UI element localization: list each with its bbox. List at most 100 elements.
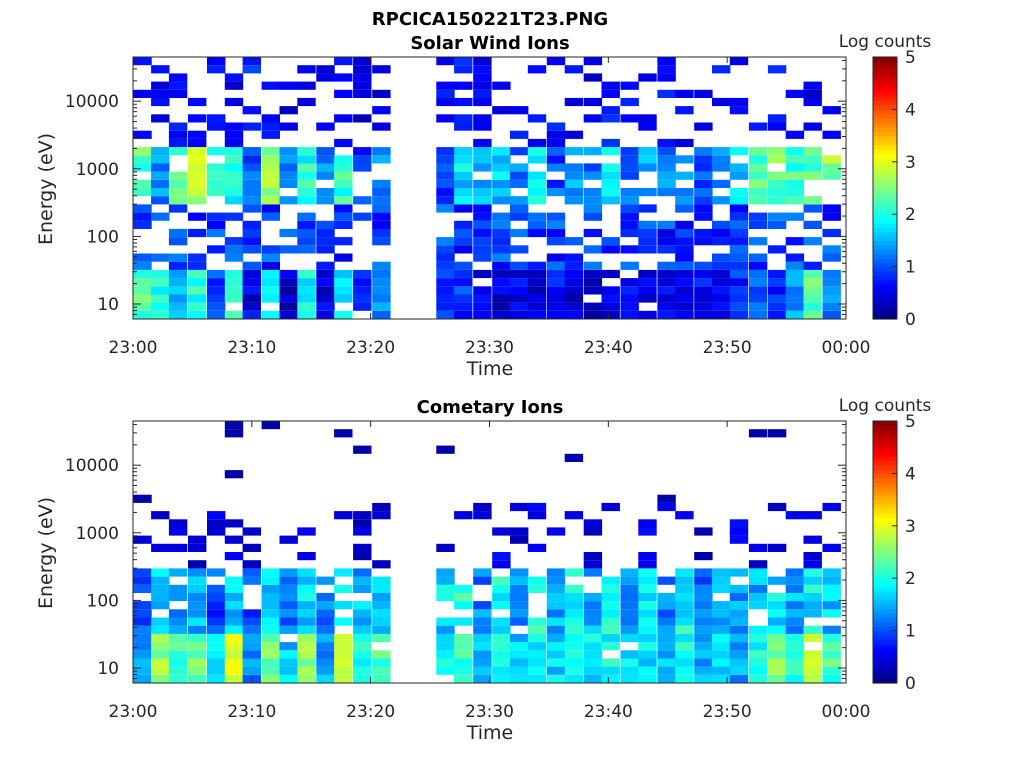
colorbar-segment <box>873 595 897 601</box>
heatmap-cell <box>638 122 657 131</box>
heatmap-cell <box>316 220 335 229</box>
heatmap-column <box>822 502 841 683</box>
heatmap-cell <box>822 502 841 512</box>
heatmap-cell <box>473 228 492 238</box>
heatmap-cell <box>436 310 455 319</box>
heatmap-cell <box>207 294 226 303</box>
heatmap-cell <box>473 155 492 164</box>
heatmap-column <box>334 429 353 683</box>
heatmap-cell <box>601 179 620 188</box>
heatmap-cell <box>510 106 529 115</box>
heatmap-cell <box>372 576 391 585</box>
heatmap-cell <box>279 650 298 659</box>
heatmap-cell <box>822 584 841 593</box>
colorbar-segment <box>873 613 897 619</box>
heatmap-cell <box>261 81 280 90</box>
heatmap-cell <box>297 65 316 74</box>
heatmap-cell <box>510 228 529 238</box>
heatmap-cell <box>261 253 280 262</box>
heatmap-cell <box>729 188 749 197</box>
heatmap-cell <box>261 642 280 651</box>
heatmap-cell <box>168 310 188 319</box>
heatmap-cell <box>546 650 566 659</box>
y-tick-label: 10 <box>97 659 119 679</box>
x-tick-label: 00:00 <box>822 338 871 358</box>
heatmap-cell <box>279 228 298 238</box>
heatmap-cell <box>694 163 713 172</box>
heatmap-cell <box>601 147 620 156</box>
heatmap-cell <box>316 576 335 585</box>
heatmap-cell <box>334 601 353 610</box>
heatmap-cell <box>297 237 316 246</box>
heatmap-cell <box>436 204 455 213</box>
colorbar-segment <box>873 166 897 172</box>
heatmap-cell <box>767 278 787 287</box>
heatmap-cell <box>454 237 473 246</box>
heatmap-cell <box>729 245 749 254</box>
heatmap-cell <box>546 163 566 172</box>
heatmap-cell <box>638 609 657 618</box>
heatmap-cell <box>675 666 694 675</box>
heatmap-cell <box>168 269 188 279</box>
heatmap-cell <box>133 155 152 164</box>
heatmap-cell <box>785 188 805 197</box>
heatmap-cell <box>510 658 529 667</box>
heatmap-cell <box>712 237 731 246</box>
heatmap-cell <box>546 237 566 246</box>
heatmap-cell <box>546 527 566 536</box>
heatmap-cell <box>767 625 787 634</box>
heatmap-cell <box>767 65 787 74</box>
heatmap-cell <box>822 592 841 602</box>
heatmap-cell <box>803 576 822 585</box>
heatmap-cell <box>803 666 822 675</box>
heatmap-cell <box>151 155 170 164</box>
heatmap-cell <box>473 122 492 131</box>
x-axis-label: Time <box>466 358 514 380</box>
heatmap-cell <box>168 188 188 197</box>
heatmap-cell <box>583 212 603 221</box>
heatmap-cell <box>694 286 713 295</box>
heatmap-cell <box>224 576 244 585</box>
heatmap-cell <box>242 245 261 254</box>
heatmap-cell <box>657 278 676 287</box>
heatmap-cell <box>473 502 492 512</box>
heatmap-cell <box>748 253 768 262</box>
heatmap-cell <box>279 163 298 172</box>
heatmap-cell <box>712 278 731 287</box>
heatmap-cell <box>297 650 316 659</box>
heatmap-cell <box>454 220 473 229</box>
colorbar-segment <box>873 451 897 457</box>
heatmap-cell <box>638 568 657 577</box>
heatmap-cell <box>546 302 566 311</box>
heatmap-cell <box>564 658 584 667</box>
heatmap-cell <box>785 511 805 520</box>
heatmap-cell <box>334 237 353 246</box>
heatmap-cell <box>261 584 280 593</box>
heatmap-column <box>822 106 841 319</box>
heatmap-cell <box>510 642 529 651</box>
heatmap-cell <box>297 633 316 643</box>
heatmap-cell <box>675 584 694 593</box>
heatmap-cell <box>803 633 822 643</box>
heatmap-cell <box>620 584 639 593</box>
heatmap-cell <box>151 286 170 295</box>
heatmap-cell <box>188 625 207 634</box>
heatmap-cell <box>601 163 620 172</box>
heatmap-cell <box>224 278 244 287</box>
heatmap-cell <box>564 65 584 74</box>
heatmap-cell <box>279 179 298 188</box>
heatmap-cell <box>188 617 207 626</box>
heatmap-cell <box>748 278 768 287</box>
heatmap-cell <box>694 674 713 683</box>
heatmap-cell <box>601 138 620 148</box>
heatmap-cell <box>353 568 372 577</box>
heatmap-cell <box>510 650 529 659</box>
heatmap-cell <box>168 81 188 90</box>
heatmap-cell <box>316 73 335 82</box>
heatmap-cell <box>151 650 170 659</box>
heatmap-cell <box>242 237 261 246</box>
heatmap-cell <box>297 163 316 172</box>
heatmap-cell <box>510 245 529 254</box>
heatmap-cell <box>261 568 280 577</box>
heatmap-cell <box>694 601 713 610</box>
